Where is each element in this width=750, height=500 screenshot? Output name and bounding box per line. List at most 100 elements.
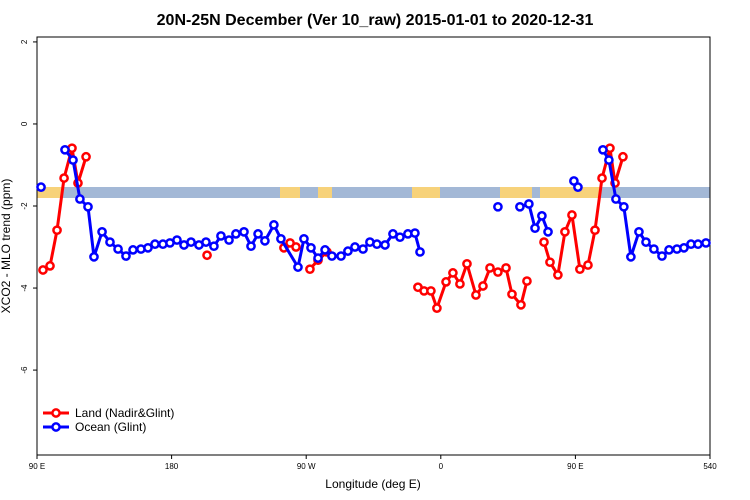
legend-marker [51,422,61,432]
data-point [81,151,91,162]
series [36,144,711,272]
data-point [537,210,547,221]
data-point [239,226,249,237]
data-point [545,257,555,268]
data-point [462,258,472,269]
data-point [336,251,346,261]
data-point [150,239,160,250]
data-point [597,173,607,183]
data-point [350,242,360,252]
plot-frame [36,36,711,456]
data-point [52,225,62,236]
data-point [567,210,577,220]
data-point [618,151,628,162]
legend: Land (Nadir&Glint)Ocean (Glint) [43,406,174,434]
data-point [186,237,196,247]
data-point [327,251,337,261]
data-point [68,155,78,165]
data-point [641,237,651,247]
data-point [246,241,256,252]
data-point [121,251,131,261]
legend-marker [51,408,61,418]
data-point [701,238,711,248]
data-point [128,245,138,255]
data-point [530,223,540,234]
data-point [299,233,309,244]
data-point [543,226,553,237]
data-point [448,268,458,278]
data-point [604,155,614,165]
data-point [619,201,629,212]
data-point [105,237,115,247]
data-point [693,239,703,250]
data-point [45,261,55,271]
data-point [253,229,263,239]
data-point [395,232,405,243]
data-point [202,250,212,261]
data-point [224,235,234,245]
data-point [36,182,46,192]
land-strip [318,187,332,198]
x-tick-label: 90 W [297,462,316,471]
data-point [515,201,525,212]
data-point [113,244,123,254]
data-point [664,245,674,255]
data-point [172,235,182,245]
data-point [410,228,420,238]
data-point [432,303,442,313]
y-tick-label: -4 [20,284,29,292]
data-point [455,279,465,289]
data-point [485,263,495,273]
legend-label: Land (Nadir&Glint) [75,406,174,420]
data-point [493,267,503,277]
data-point [516,300,526,310]
data-point [590,225,600,236]
data-point [634,226,644,237]
data-point [583,260,593,270]
data-point [209,241,219,252]
data-point [426,286,436,296]
x-tick-label: 540 [703,462,717,471]
data-point [380,240,390,250]
data-point [573,182,583,192]
data-point [201,237,211,247]
data-point [291,242,301,252]
data-point [598,144,608,155]
data-point [611,194,621,204]
data-point [97,226,107,237]
data-point [478,281,488,291]
data-point [60,144,70,155]
data-point [657,251,667,261]
data-point [679,242,689,253]
data-point [269,220,279,230]
chart-title: 20N-25N December (Ver 10_raw) 2015-01-01… [157,12,594,29]
data-point [59,173,69,183]
land-strip [500,187,532,198]
land-strip [280,187,300,198]
land-strip [37,187,62,198]
data-point [313,253,323,263]
x-tick-label: 0 [439,462,444,471]
data-point [293,262,303,272]
data-point [83,201,93,212]
data-point [493,201,503,212]
data-point [522,276,532,286]
x-tick-label: 180 [165,462,179,471]
data-point [539,237,549,247]
data-point [320,245,330,255]
y-tick-label: -2 [20,202,29,210]
land-strip [412,187,440,198]
land-mask-strip [37,187,710,198]
data-point [38,265,48,275]
legend-label: Ocean (Glint) [75,420,146,434]
data-point [358,244,368,254]
data-point [216,231,226,241]
ocean-strip [37,187,710,198]
x-tick-label: 90 E [29,462,45,471]
y-tick-label: 2 [20,39,29,44]
data-point [560,226,570,237]
y-axis-label: XCO2 - MLO trend (ppm) [0,179,13,314]
y-tick-label: 0 [20,121,29,126]
data-point [143,242,153,253]
